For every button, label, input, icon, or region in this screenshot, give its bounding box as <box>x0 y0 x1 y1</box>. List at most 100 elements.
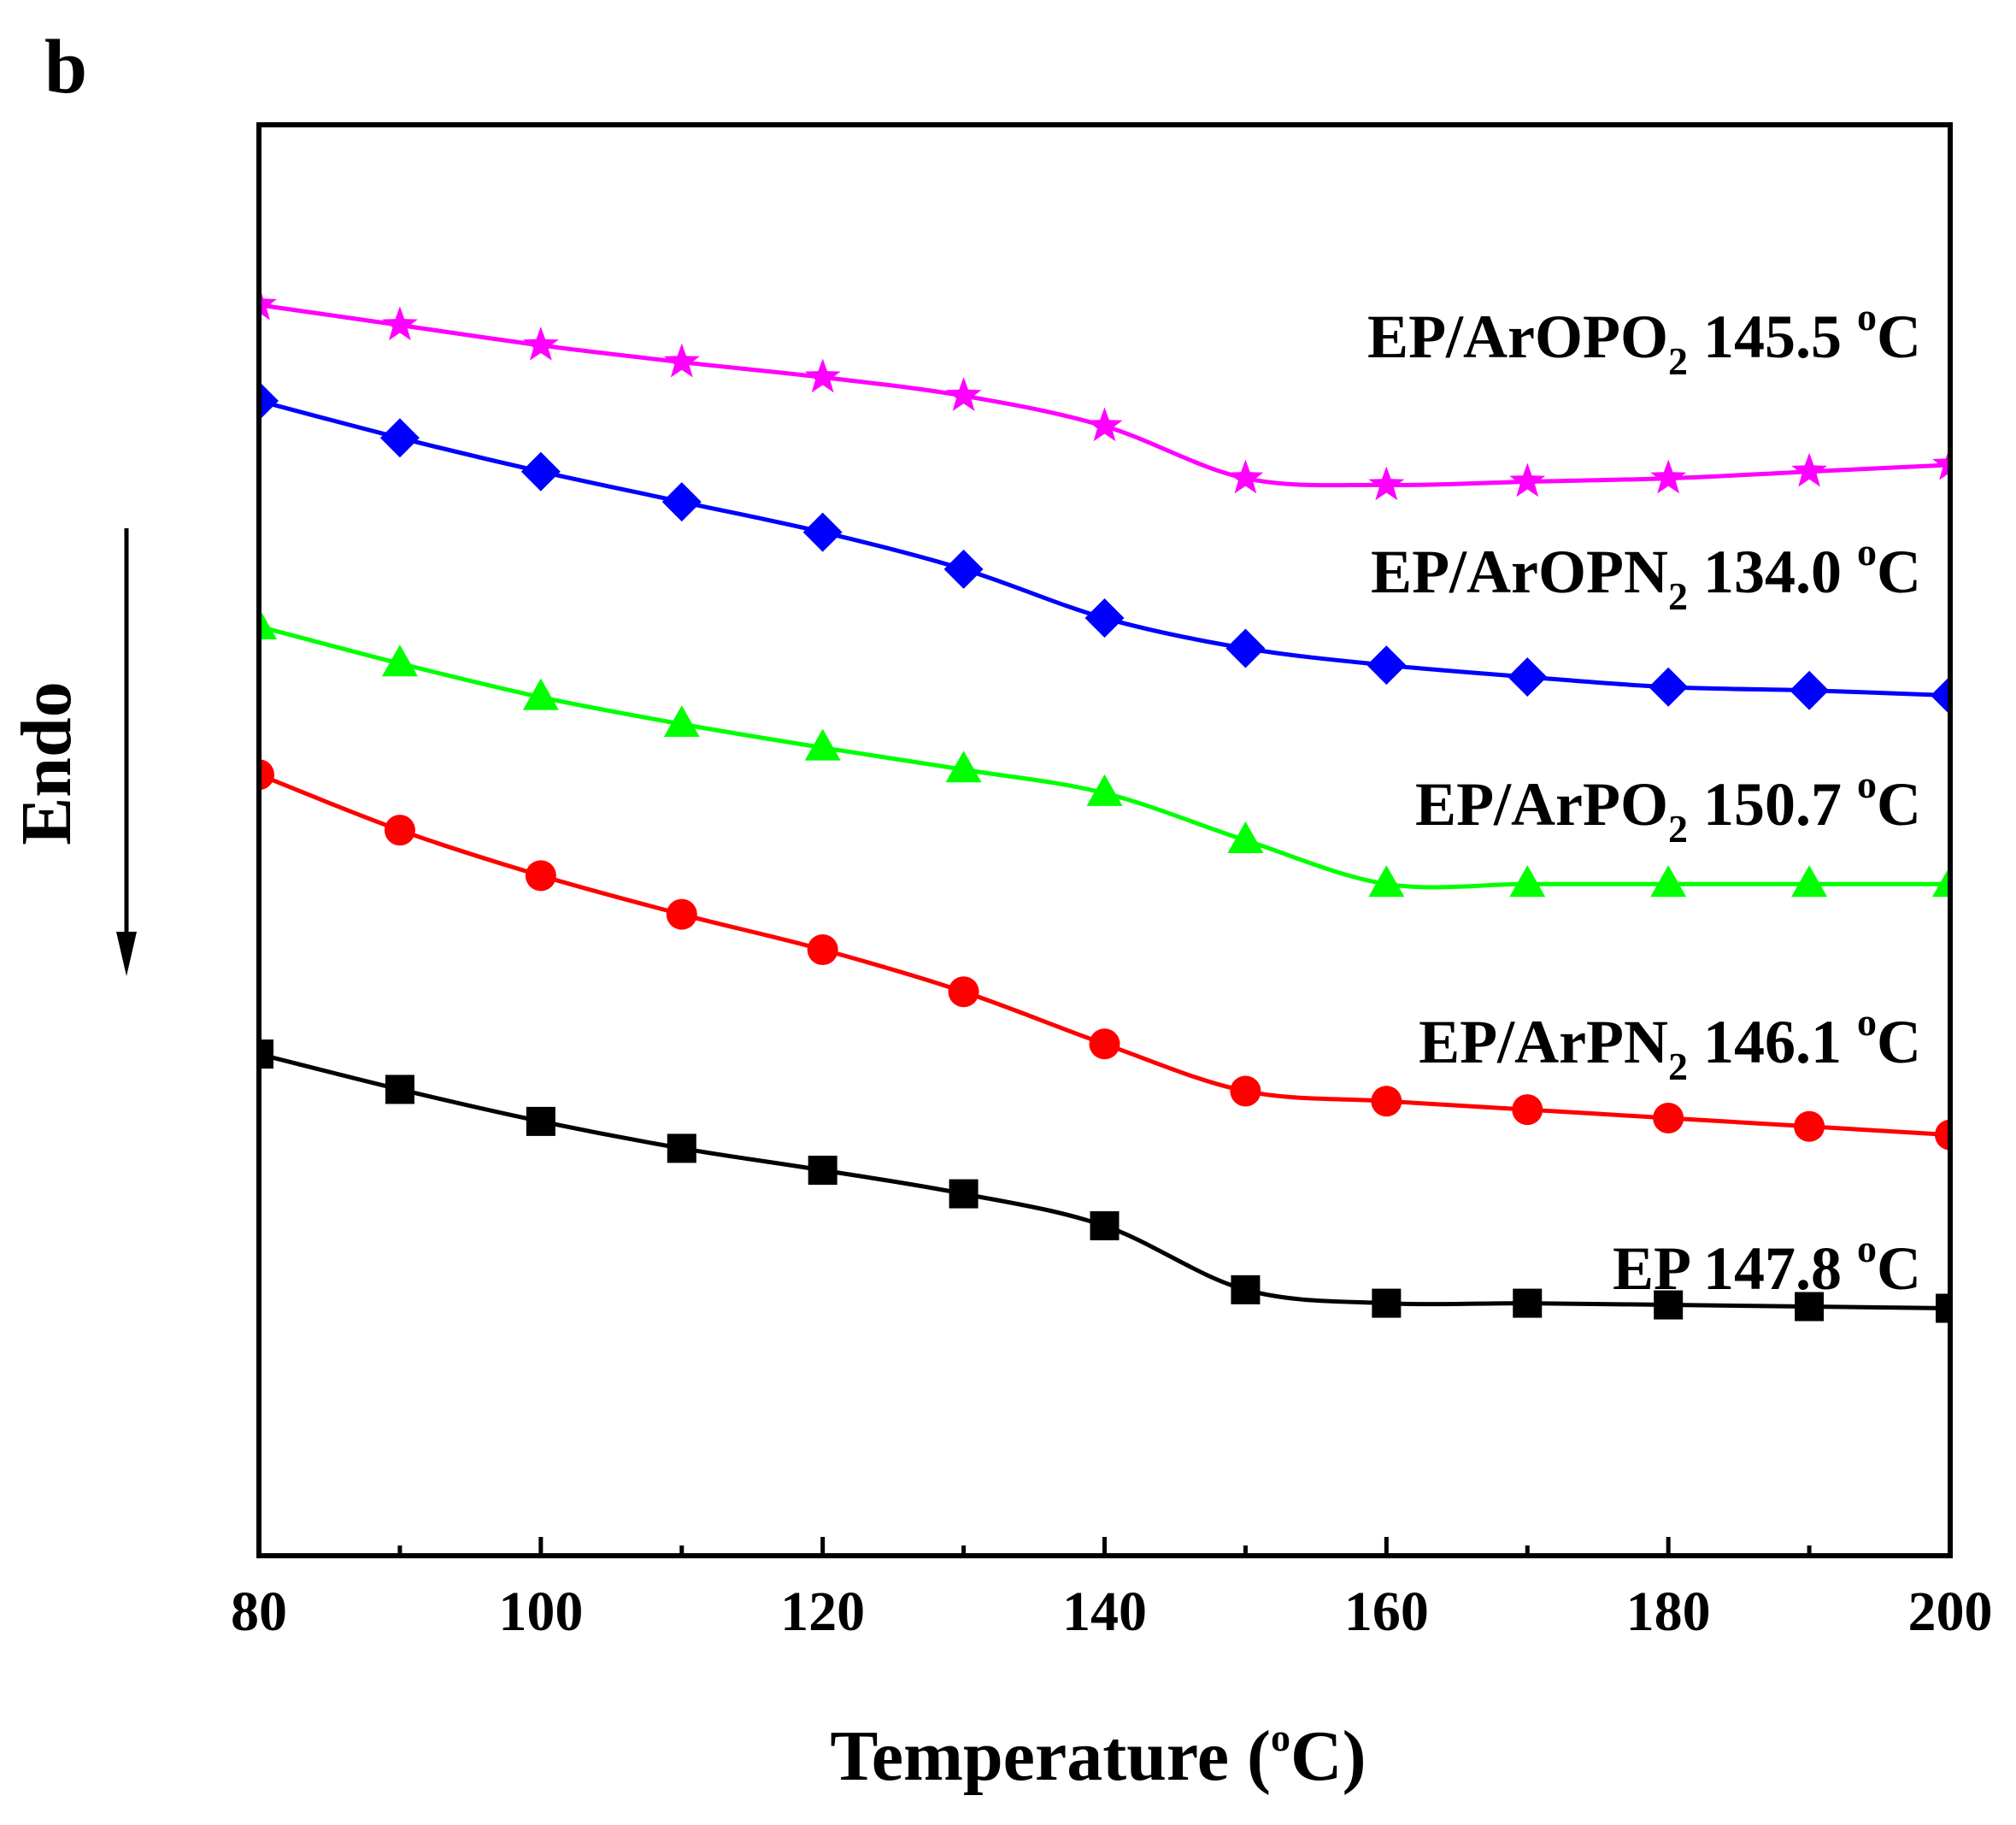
diamond-marker <box>943 549 984 589</box>
star-marker <box>522 327 559 361</box>
circle-marker <box>1512 1094 1543 1126</box>
triangle-marker <box>259 607 277 639</box>
series-label-part: C <box>1877 303 1921 371</box>
star-marker <box>1791 452 1827 487</box>
series-circle <box>259 759 1950 1151</box>
series-label-part: o <box>1857 1227 1877 1270</box>
x-tick-label: 180 <box>1626 1581 1711 1643</box>
star-marker <box>1368 466 1405 501</box>
circle-marker <box>1371 1086 1402 1117</box>
series-label-part: C <box>1877 1234 1921 1303</box>
diamond-marker <box>259 380 279 421</box>
x-axis-title-main: Temperature ( <box>830 1716 1271 1796</box>
square-marker <box>1372 1288 1402 1318</box>
series-star <box>259 286 1950 501</box>
star-marker <box>382 306 418 341</box>
series-label-part: EP/ArOPN <box>1371 538 1668 606</box>
star-marker <box>1086 407 1123 442</box>
star-marker <box>1509 462 1546 497</box>
star-marker <box>1932 445 1950 480</box>
series-label-part: 2 <box>1668 807 1688 851</box>
triangle-marker <box>804 728 841 761</box>
diamond-marker <box>1367 645 1407 686</box>
panel-letter: b <box>44 25 87 109</box>
circle-marker <box>666 898 697 930</box>
series-label-part: EP <box>1613 1234 1690 1303</box>
square-marker <box>1795 1292 1825 1322</box>
diamond-marker <box>661 482 702 522</box>
square-marker <box>1231 1275 1261 1304</box>
square-marker <box>808 1156 838 1186</box>
diamond-marker <box>520 451 561 492</box>
x-tick-label: 80 <box>231 1581 287 1643</box>
diamond-marker <box>1790 670 1830 710</box>
series-label-part: 134.0 <box>1688 538 1857 606</box>
star-marker <box>663 343 700 378</box>
y-axis-title: Endo <box>7 681 86 845</box>
star-marker <box>259 286 277 321</box>
series-label-part: EP/ArPN <box>1419 1008 1668 1076</box>
square-marker <box>949 1179 979 1209</box>
circle-marker <box>1653 1102 1684 1133</box>
series-label-part: C <box>1877 538 1921 606</box>
diamond-marker <box>1931 675 1950 715</box>
square-marker <box>1654 1290 1684 1320</box>
series-label-part: 2 <box>1668 1045 1688 1088</box>
x-axis-ticks <box>256 1537 1953 1556</box>
series-label-part: 147.8 <box>1688 1234 1857 1303</box>
series-label-part: C <box>1877 1008 1921 1076</box>
series-square <box>259 1039 1950 1323</box>
square-marker <box>526 1106 555 1136</box>
diamond-marker <box>1084 598 1125 639</box>
triangle-marker <box>1791 865 1828 898</box>
series-diamond <box>259 380 1950 715</box>
triangle-marker <box>522 678 559 710</box>
series-label: EP 147.8 oC <box>1613 1227 1921 1303</box>
square-marker <box>667 1133 696 1163</box>
series-label-part: o <box>1857 1000 1877 1044</box>
x-axis-title-tail: C) <box>1290 1716 1367 1796</box>
series-label-part: o <box>1857 762 1877 806</box>
star-marker <box>1227 459 1264 494</box>
square-marker <box>259 1039 273 1069</box>
triangle-marker <box>663 705 700 738</box>
series-label-part: 2 <box>1668 574 1688 618</box>
triangle-marker <box>1932 865 1950 898</box>
diamond-marker <box>379 418 420 458</box>
endo-arrow-head <box>116 932 137 976</box>
series-layer <box>259 286 1950 1323</box>
series-label-part: 145.5 <box>1688 303 1857 371</box>
series-label-part: 2 <box>1668 339 1688 383</box>
series-label: EP/ArOPN2 134.0 oC <box>1371 530 1921 618</box>
circle-marker <box>948 976 979 1008</box>
x-tick-label: 100 <box>498 1581 583 1643</box>
series-label-part: 150.7 <box>1688 770 1857 839</box>
endo-arrow <box>116 528 137 976</box>
diamond-marker <box>1649 667 1689 707</box>
star-marker <box>1650 459 1687 494</box>
x-tick-label: 160 <box>1344 1581 1429 1643</box>
triangle-marker <box>1509 865 1546 898</box>
triangle-marker <box>1368 865 1405 898</box>
triangle-marker <box>1650 865 1687 898</box>
series-line <box>259 624 1950 890</box>
star-marker <box>804 358 841 393</box>
circle-marker <box>384 815 415 846</box>
series-triangle <box>259 607 1950 898</box>
diamond-marker <box>802 512 843 552</box>
series-label: EP/ArPO2 150.7 oC <box>1415 762 1921 851</box>
series-label-part: o <box>1857 530 1877 574</box>
circle-marker <box>259 759 274 791</box>
square-marker <box>1090 1210 1120 1240</box>
diamond-marker <box>1508 656 1548 697</box>
series-label: EP/ArOPO2 145.5 oC <box>1367 295 1921 383</box>
triangle-marker <box>381 645 418 677</box>
x-axis-title: Temperature (oC) <box>830 1716 1366 1796</box>
circle-marker <box>1089 1028 1120 1060</box>
circle-marker <box>807 934 838 966</box>
circle-marker <box>1794 1110 1825 1142</box>
circle-marker <box>525 860 556 892</box>
series-label-part: 146.1 <box>1688 1008 1857 1076</box>
